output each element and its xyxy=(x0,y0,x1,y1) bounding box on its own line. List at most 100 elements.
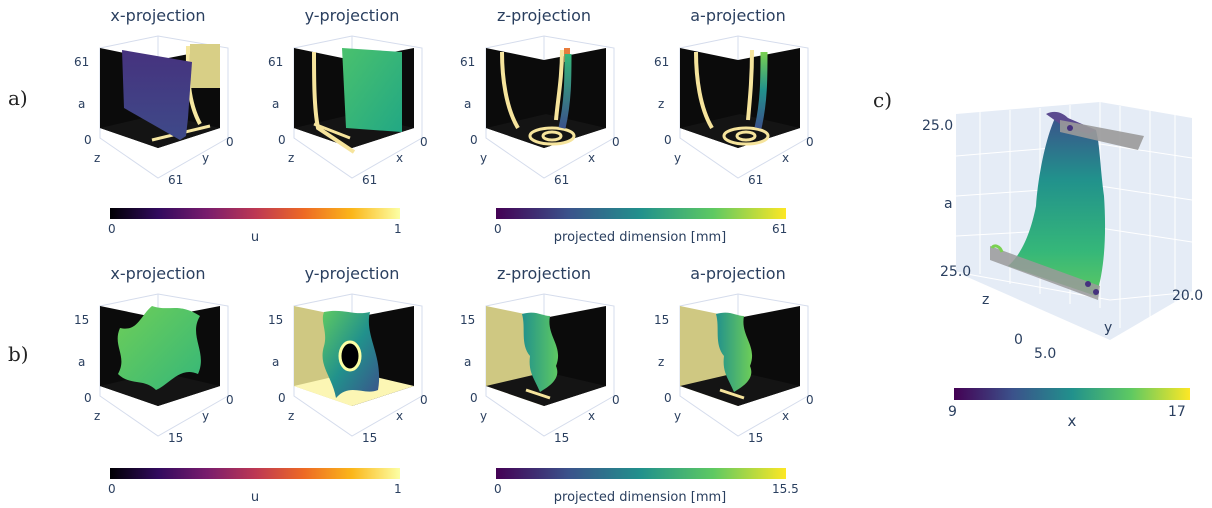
panel-a-x: 61 a 0 z y 0 61 xyxy=(74,35,234,187)
axis-tick-right-zero: 0 xyxy=(420,135,428,149)
row-label-c: c) xyxy=(873,88,893,112)
colorbar-u-b xyxy=(110,468,400,479)
axis-c-z-label: z xyxy=(982,292,989,308)
row-label-b: b) xyxy=(8,342,29,366)
axis-tick-right-zero: 0 xyxy=(420,393,428,407)
panel-a-a: 61 z 0 y x 0 61 xyxy=(654,35,814,187)
colorbar-dim-b-label: projected dimension [mm] xyxy=(553,490,727,505)
axis-tick-origin: 0 xyxy=(470,133,478,147)
colorbar-dim-b-max: 15.5 xyxy=(772,482,799,496)
axis-tick-right-zero: 0 xyxy=(226,135,234,149)
panel-title-b-x: x-projection xyxy=(110,264,206,283)
axis-tick-right-zero: 0 xyxy=(226,393,234,407)
axis-label-left: z xyxy=(288,151,294,165)
axis-tick-top: 15 xyxy=(460,313,475,327)
panel-title-b-a: a-projection xyxy=(690,264,786,283)
axis-c-z-tick: 25.0 xyxy=(940,264,971,280)
axis-c-z-zero: 0 xyxy=(1014,332,1023,348)
axis-tick-right-zero: 0 xyxy=(612,393,620,407)
colorbar-u-b-max: 1 xyxy=(394,482,402,496)
axis-label-right: x xyxy=(396,151,403,165)
panel-b-y: 15 a 0 z x 0 15 xyxy=(268,293,428,445)
axis-label-vertical: a xyxy=(464,355,471,369)
colorbar-u-a-min: 0 xyxy=(108,222,116,236)
axis-label-vertical: a xyxy=(464,97,471,111)
axis-label-left: y xyxy=(480,151,487,165)
axis-tick-bottom: 15 xyxy=(748,431,763,445)
panel-title-b-y: y-projection xyxy=(304,264,400,283)
colorbar-dim-b xyxy=(496,468,786,479)
colorbar-dim-b-min: 0 xyxy=(494,482,502,496)
axis-tick-bottom: 61 xyxy=(748,173,763,187)
axis-tick-right-zero: 0 xyxy=(806,393,814,407)
axis-label-right: x xyxy=(588,151,595,165)
panel-title-a-a: a-projection xyxy=(690,6,786,25)
axis-tick-origin: 0 xyxy=(278,133,286,147)
colorbar-u-a xyxy=(110,208,400,219)
axis-tick-origin: 0 xyxy=(278,391,286,405)
colorbar-u-a-label: u xyxy=(250,230,260,245)
axis-tick-top: 15 xyxy=(654,313,669,327)
panel-title-b-z: z-projection xyxy=(496,264,592,283)
axis-tick-origin: 0 xyxy=(664,133,672,147)
panel-title-a-x: x-projection xyxy=(110,6,206,25)
panel-b-a: 15 z 0 y x 0 15 xyxy=(654,293,814,445)
axis-label-right: x xyxy=(782,409,789,423)
colorbar-dim-a-max: 61 xyxy=(772,222,788,236)
panel-b-z: 15 a 0 y x 0 15 xyxy=(460,293,620,445)
axis-label-vertical: a xyxy=(272,355,279,369)
axis-label-right: x xyxy=(782,151,789,165)
axis-label-right: y xyxy=(202,151,209,165)
axis-tick-origin: 0 xyxy=(84,133,92,147)
axis-label-left: z xyxy=(288,409,294,423)
panel-a-y: 61 a 0 z x 0 61 xyxy=(268,35,428,187)
axis-label-right: x xyxy=(588,409,595,423)
axis-c-y-label: y xyxy=(1104,320,1112,336)
axis-label-left: z xyxy=(94,151,100,165)
axis-tick-right-zero: 0 xyxy=(806,135,814,149)
axis-tick-origin: 0 xyxy=(664,391,672,405)
axis-tick-bottom: 61 xyxy=(554,173,569,187)
colorbar-u-b-min: 0 xyxy=(108,482,116,496)
colorbar-x-c-label: x xyxy=(1067,412,1077,430)
axis-tick-top: 61 xyxy=(268,55,283,69)
axis-label-left: y xyxy=(480,409,487,423)
axis-label-left: y xyxy=(674,151,681,165)
axis-tick-bottom: 15 xyxy=(554,431,569,445)
panel-title-a-y: y-projection xyxy=(304,6,400,25)
colorbar-dim-a-min: 0 xyxy=(494,222,502,236)
axis-c-a-label: a xyxy=(944,196,953,212)
axis-label-vertical: z xyxy=(658,97,664,111)
axis-c-a-tick: 25.0 xyxy=(922,118,953,134)
axis-tick-origin: 0 xyxy=(84,391,92,405)
axis-c-y-high: 20.0 xyxy=(1172,288,1203,304)
axis-tick-bottom: 15 xyxy=(168,431,183,445)
axis-label-left: z xyxy=(94,409,100,423)
axis-label-vertical: a xyxy=(78,355,85,369)
axis-tick-top: 61 xyxy=(74,55,89,69)
axis-tick-bottom: 61 xyxy=(168,173,183,187)
axis-label-right: y xyxy=(202,409,209,423)
axis-tick-top: 15 xyxy=(74,313,89,327)
axis-tick-bottom: 15 xyxy=(362,431,377,445)
panel-title-a-z: z-projection xyxy=(496,6,592,25)
colorbar-u-a-max: 1 xyxy=(394,222,402,236)
axis-label-vertical: a xyxy=(78,97,85,111)
panel-b-x: 15 a 0 z y 0 15 xyxy=(74,293,234,445)
axis-label-left: y xyxy=(674,409,681,423)
axis-label-vertical: z xyxy=(658,355,664,369)
panel-a-z: 61 a 0 y x 0 61 xyxy=(460,35,620,187)
axis-tick-right-zero: 0 xyxy=(612,135,620,149)
panel-c: 25.0 a 25.0 z 0 5.0 y 20.0 xyxy=(922,102,1203,362)
colorbar-u-b-label: u xyxy=(250,490,260,505)
colorbar-dim-a xyxy=(496,208,786,219)
colorbar-x-c xyxy=(954,388,1190,400)
colorbar-x-c-min: 9 xyxy=(948,404,957,420)
axis-tick-top: 15 xyxy=(268,313,283,327)
axis-tick-bottom: 61 xyxy=(362,173,377,187)
axis-label-vertical: a xyxy=(272,97,279,111)
axis-tick-top: 61 xyxy=(654,55,669,69)
row-label-a: a) xyxy=(8,86,28,110)
colorbar-dim-a-label: projected dimension [mm] xyxy=(553,230,727,245)
axis-label-right: x xyxy=(396,409,403,423)
